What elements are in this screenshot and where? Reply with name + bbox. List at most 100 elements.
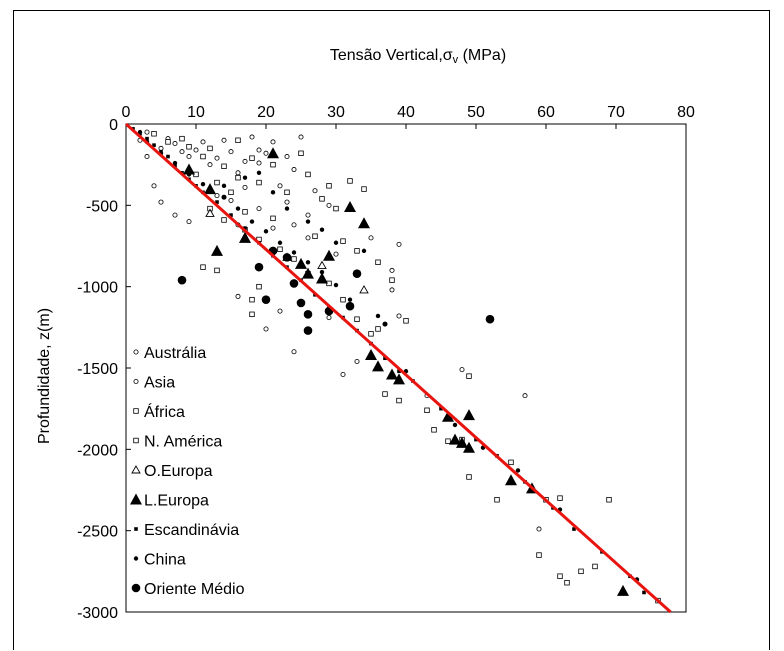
data-point-n-america (165, 139, 171, 145)
x-tick-label: 70 (607, 104, 625, 121)
data-point-n-america (333, 205, 339, 212)
data-point-l-europa (295, 257, 307, 269)
legend-marker (134, 527, 138, 531)
data-point-l-europa (463, 441, 475, 453)
data-point-n-america (249, 296, 255, 303)
data-point-n-america (375, 326, 381, 332)
x-tick-label: 10 (187, 104, 205, 121)
data-point-asia (242, 158, 248, 164)
data-point-australia (235, 293, 241, 299)
data-point-china (361, 248, 367, 254)
data-point-africa (270, 215, 276, 222)
data-point-asia (214, 193, 220, 199)
legend-label: Oriente Médio (144, 581, 245, 598)
data-point-china (221, 183, 227, 189)
y-tick-label: -1500 (77, 361, 118, 378)
data-point-l-europa (267, 147, 279, 159)
data-point-australia (340, 372, 346, 378)
data-point-l-europa (316, 272, 328, 284)
data-point-escandinavia (229, 213, 233, 217)
data-point-n-america (382, 391, 388, 397)
data-point-africa (368, 331, 374, 337)
data-point-australia (221, 137, 227, 143)
data-point-n-america (277, 246, 283, 252)
data-point-escandinavia (152, 143, 156, 147)
data-point-oriente-medio (261, 295, 271, 304)
data-point-asia (200, 139, 206, 145)
data-point-n-america (445, 438, 451, 444)
data-point-oriente-medio (303, 310, 313, 319)
data-point-africa (557, 573, 563, 579)
data-point-asia (270, 139, 276, 145)
data-point-australia (172, 141, 178, 147)
y-tick-label: -2000 (77, 442, 118, 459)
data-point-asia (144, 129, 150, 135)
data-point-australia (389, 267, 395, 273)
chart-title-unit: (MPa) (458, 47, 506, 64)
data-point-australia (270, 225, 276, 231)
data-point-australia (277, 183, 283, 189)
data-point-africa (228, 189, 234, 196)
scatter-chart: Tensão Vertical,σv (MPa) Profundidade, z… (36, 47, 695, 622)
data-point-africa (578, 568, 584, 575)
data-point-l-europa (183, 163, 195, 175)
x-tick-label: 0 (122, 104, 131, 121)
legend-label: O.Europa (144, 463, 213, 480)
data-point-o-europa (317, 260, 327, 269)
x-tick-label: 40 (397, 104, 415, 121)
data-point-china (200, 181, 206, 187)
data-point-oriente-medio (352, 269, 362, 278)
data-point-l-europa (386, 368, 398, 380)
data-point-oriente-medio (177, 275, 187, 285)
data-point-asia (536, 526, 542, 532)
data-point-l-europa (302, 267, 314, 279)
data-point-china (333, 282, 339, 288)
data-point-china (137, 129, 143, 135)
data-point-asia (326, 315, 332, 321)
data-point-n-america (186, 144, 192, 150)
data-point-africa (305, 171, 311, 178)
y-axis: 0 -500 -1000 -1500 -2000 -2500 -3000 (77, 117, 131, 622)
legend-label: L.Europa (144, 493, 209, 510)
data-point-asia (312, 188, 318, 194)
data-point-escandinavia (383, 356, 387, 361)
data-point-n-america (200, 264, 206, 270)
data-point-asia (172, 212, 178, 218)
data-point-china (263, 229, 269, 234)
data-point-australia (235, 170, 241, 176)
data-point-africa (249, 155, 255, 161)
data-point-l-europa (358, 217, 370, 229)
data-point-australia (284, 199, 290, 205)
data-point-escandinavia (166, 154, 170, 159)
data-point-china (284, 206, 290, 211)
legend-label: Escandinávia (144, 522, 239, 539)
data-point-asia (368, 235, 374, 241)
x-axis: 0 10 20 30 40 50 60 70 80 (122, 104, 695, 129)
legend-marker (133, 437, 139, 444)
data-point-n-america (431, 427, 437, 433)
data-point-asia (284, 154, 290, 160)
x-tick-label: 30 (327, 104, 345, 121)
data-point-africa (592, 563, 598, 570)
data-point-asia (396, 313, 402, 319)
data-point-africa (466, 474, 472, 480)
data-point-oriente-medio (282, 253, 292, 262)
data-point-china (242, 175, 248, 180)
data-point-africa (235, 137, 241, 143)
data-point-africa (151, 131, 157, 137)
data-point-china (249, 219, 255, 224)
data-point-asia (326, 202, 332, 208)
trend-line (124, 122, 672, 614)
data-point-n-america (256, 179, 262, 186)
data-point-africa (340, 238, 346, 244)
data-point-africa (312, 233, 318, 239)
data-point-australia (277, 308, 283, 314)
y-tick-label: -500 (86, 198, 118, 215)
data-point-asia (389, 287, 395, 293)
data-point-australia (256, 160, 262, 166)
data-point-n-america (340, 296, 346, 303)
legend-label: China (144, 552, 186, 569)
data-point-australia (186, 154, 192, 160)
data-point-africa (389, 277, 395, 283)
trend-line-group (124, 122, 672, 614)
